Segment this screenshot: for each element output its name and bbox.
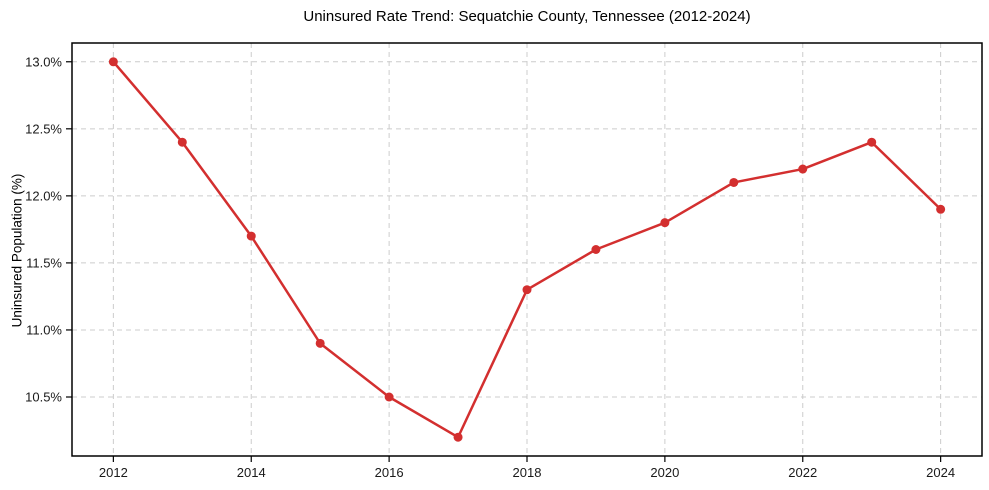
data-point-2024 <box>936 204 946 214</box>
x-tick-label: 2022 <box>788 465 817 480</box>
data-point-2012 <box>108 57 118 67</box>
x-tick-label: 2012 <box>99 465 128 480</box>
data-point-2016 <box>384 392 394 402</box>
y-tick-label: 13.0% <box>25 54 62 69</box>
data-point-2018 <box>522 285 532 295</box>
data-point-2017 <box>453 432 463 442</box>
x-tick-label: 2018 <box>513 465 542 480</box>
data-point-2022 <box>798 164 808 174</box>
data-point-2020 <box>660 218 670 228</box>
x-tick-label: 2016 <box>375 465 404 480</box>
data-point-2023 <box>867 137 877 147</box>
data-point-2015 <box>315 338 325 348</box>
data-point-2013 <box>177 137 187 147</box>
y-tick-label: 11.0% <box>26 322 62 337</box>
y-tick-label: 11.5% <box>26 255 62 270</box>
x-tick-label: 2020 <box>650 465 679 480</box>
y-tick-label: 10.5% <box>25 390 62 405</box>
x-tick-label: 2014 <box>237 465 266 480</box>
data-point-2019 <box>591 245 601 254</box>
data-point-2021 <box>729 177 739 187</box>
chart-title: Uninsured Rate Trend: Sequatchie County,… <box>303 8 751 25</box>
data-point-2014 <box>246 231 256 241</box>
x-tick-label: 2024 <box>926 465 955 480</box>
y-tick-label: 12.0% <box>25 188 62 203</box>
y-tick-label: 12.5% <box>25 121 62 136</box>
